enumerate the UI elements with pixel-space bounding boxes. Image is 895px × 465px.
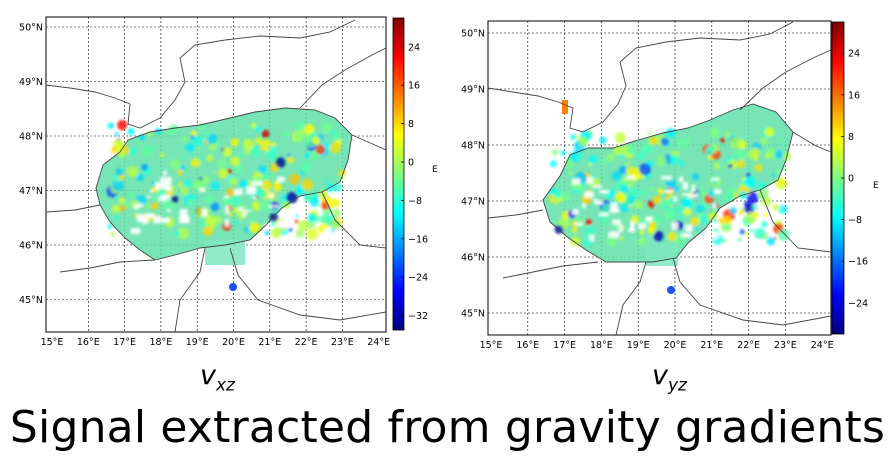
signal-area — [96, 108, 352, 291]
colorbar-tick-label: −24 — [408, 273, 428, 284]
lon-tick-label: 18°E — [149, 337, 172, 348]
lat-tick-label: 48°N — [19, 132, 43, 143]
colorbar — [392, 17, 405, 331]
lon-tick-label: 16°E — [516, 340, 539, 350]
panel-label-vyz: vyz — [652, 360, 687, 396]
map-figure-vyz: 15°E 16°E 17°E 18°E 19°E 20°E 21°E 22°E 23°E 24°E… — [461, 20, 879, 352]
colorbar-tick-label: −8 — [848, 215, 862, 226]
colorbar-tick-label: −8 — [408, 196, 422, 207]
lat-tick-label: 47°N — [19, 186, 43, 197]
lat-tick-label: 48°N — [461, 141, 485, 152]
colorbar-tick-label: 24 — [848, 49, 860, 60]
colorbar-tick-label: 8 — [848, 132, 854, 143]
lon-tick-label: 19°E — [627, 340, 650, 350]
lon-tick-label: 24°E — [811, 340, 834, 350]
axis-ticks: 15°E 16°E 17°E 18°E 19°E 20°E 21°E 22°E 23°E 24°E… — [19, 23, 390, 349]
lon-tick-label: 17°E — [113, 337, 136, 348]
lon-tick-label: 16°E — [77, 337, 100, 348]
map-panel-vyz: 15°E 16°E 17°E 18°E 19°E 20°E 21°E 22°E 23°E 24°E… — [448, 0, 895, 352]
panel-label-vxz: vxz — [200, 360, 235, 396]
lon-tick-label: 21°E — [258, 337, 281, 348]
lat-tick-label: 50°N — [19, 23, 43, 34]
lon-tick-label: 24°E — [367, 337, 390, 348]
lon-tick-label: 17°E — [553, 340, 576, 350]
slide-title: Signal extracted from gravity gradients — [9, 402, 886, 453]
lon-tick-label: 21°E — [700, 340, 723, 350]
lat-tick-label: 45°N — [19, 295, 43, 306]
colorbar-tick-label: −24 — [848, 298, 868, 309]
colorbar-tick-label: −16 — [848, 257, 868, 268]
map-panel-vxz: 15°E 16°E 17°E 18°E 19°E 20°E 21°E 22°E 23°E 24°E… — [0, 0, 440, 350]
colorbar-unit-label: E — [432, 165, 438, 175]
colorbar-tick-label: 16 — [848, 90, 860, 101]
lon-tick-label: 23°E — [774, 340, 797, 350]
colorbar-tick-label: 16 — [408, 81, 420, 92]
colorbar-ticks: 24 16 8 0 −8 −16 −24 −32 — [401, 42, 428, 322]
lat-tick-label: 46°N — [461, 253, 485, 264]
colorbar-unit-label: E — [873, 181, 879, 191]
lon-tick-label: 18°E — [590, 340, 613, 350]
axis-ticks: 15°E 16°E 17°E 18°E 19°E 20°E 21°E 22°E 23°E 24°E… — [461, 29, 834, 352]
signal-area — [543, 100, 793, 294]
colorbar-tick-label: −16 — [408, 234, 428, 245]
lon-tick-label: 22°E — [737, 340, 760, 350]
lon-tick-label: 19°E — [186, 337, 209, 348]
colorbar-tick-label: 8 — [408, 119, 414, 130]
lat-tick-label: 46°N — [19, 241, 43, 252]
colorbar-tick-label: −32 — [408, 311, 428, 322]
country-borders — [45, 19, 387, 333]
lon-tick-label: 20°E — [664, 340, 687, 350]
lon-tick-label: 20°E — [222, 337, 245, 348]
country-borders — [487, 21, 832, 336]
lat-tick-label: 47°N — [461, 197, 485, 208]
lat-tick-label: 49°N — [19, 77, 43, 88]
colorbar-tick-label: 0 — [848, 174, 854, 185]
lon-tick-label: 22°E — [295, 337, 318, 348]
colorbar-tick-label: 24 — [408, 42, 420, 53]
lat-tick-label: 49°N — [461, 85, 485, 96]
lon-tick-label: 15°E — [480, 340, 503, 350]
lon-tick-label: 23°E — [331, 337, 354, 348]
map-figure-vxz: 15°E 16°E 17°E 18°E 19°E 20°E 21°E 22°E 23°E 24°E… — [19, 16, 438, 349]
lon-tick-label: 15°E — [41, 337, 64, 348]
colorbar-tick-label: 0 — [408, 158, 414, 169]
lat-tick-label: 45°N — [461, 309, 485, 320]
colorbar-ticks: 24 16 8 0 −8 −16 −24 — [841, 49, 868, 309]
lat-tick-label: 50°N — [461, 29, 485, 40]
